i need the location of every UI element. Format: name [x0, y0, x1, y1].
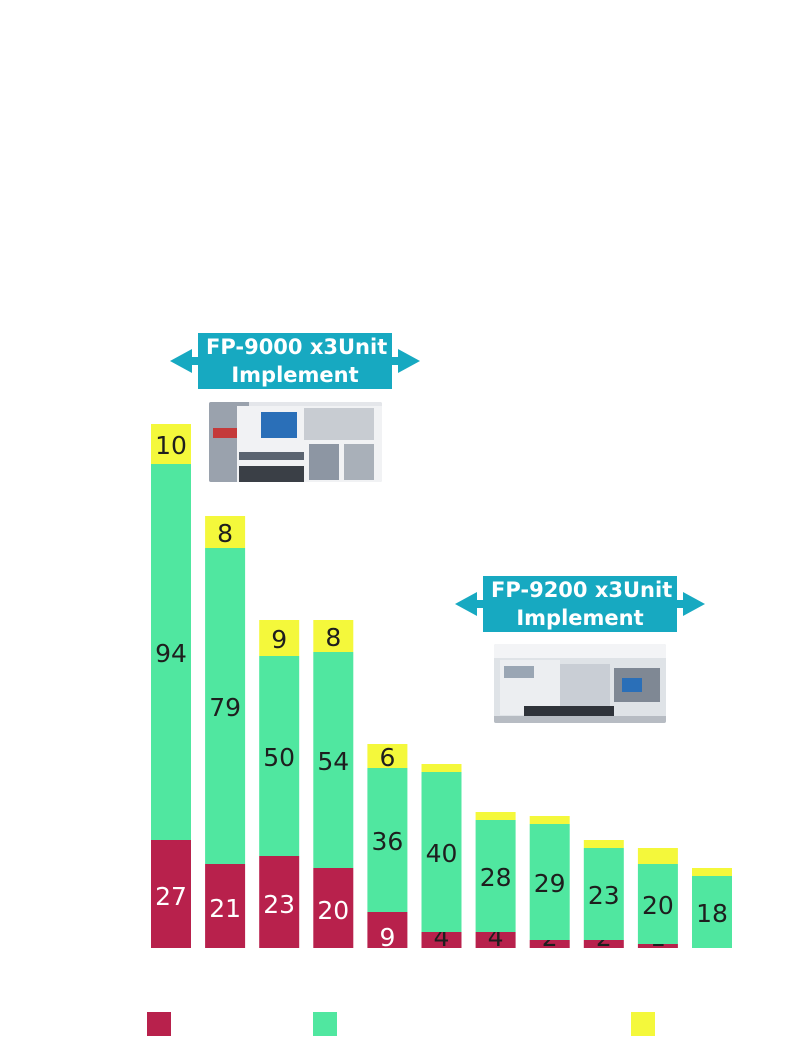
bar-9-segment-3	[583, 840, 624, 848]
bar-3-label-2: 50	[263, 743, 295, 772]
bar-3-label-1: 23	[263, 890, 295, 919]
bar-10-segment-1	[637, 944, 678, 948]
bar-10-segment-2	[637, 864, 678, 944]
bar-7-label-2: 28	[480, 863, 512, 892]
annotation-fp9000-line1: FP-9000 x3Unit	[206, 335, 388, 359]
bar-11-segment-2	[692, 876, 732, 948]
annotation-fp9200-line1: FP-9200 x3Unit	[491, 578, 673, 602]
bar-1-label-2: 94	[155, 639, 187, 668]
bar-9-label-2: 23	[588, 881, 620, 910]
bar-2-label-3: 8	[217, 519, 233, 548]
bar-5-segment-1	[367, 912, 408, 948]
bar-4-segment-1	[313, 868, 354, 948]
bar-4-label-1: 20	[317, 896, 349, 925]
bar-6-label-2: 40	[426, 839, 458, 868]
bar-3-segment-3	[259, 620, 300, 656]
bar-10-label-2: 20	[642, 891, 674, 920]
bar-6-segment-2	[421, 772, 462, 932]
bar-2-segment-3	[205, 516, 246, 548]
bar-7-segment-1	[475, 932, 516, 948]
bar-4-label-2: 54	[317, 747, 349, 776]
bar-6-segment-3	[421, 764, 462, 772]
bar-5-label-3: 6	[379, 743, 395, 772]
bar-6-segment-1	[421, 932, 462, 948]
bar-10-segment-3	[637, 848, 678, 864]
bar-7-segment-2	[475, 820, 516, 932]
bar-5-segment-2	[367, 768, 408, 912]
bar-3-label-3: 9	[271, 625, 287, 654]
bar-8-segment-1	[529, 940, 570, 948]
bar-4-segment-2	[313, 652, 354, 868]
bar-3-segment-2	[259, 656, 300, 856]
bar-8-label-2: 29	[534, 869, 566, 898]
bar-11-label-2: 18	[696, 899, 728, 928]
fp9000-photo	[209, 402, 382, 482]
annotation-fp9200-box: FP-9200 x3Unit Implement	[483, 576, 677, 632]
equipment-photo-icon	[494, 644, 666, 723]
left-arrow-icon	[170, 349, 192, 373]
bar-1-segment-1	[151, 840, 191, 948]
annotation-fp9200: FP-9200 x3Unit Implement	[455, 576, 705, 632]
annotation-fp9000: FP-9000 x3Unit Implement	[170, 333, 420, 389]
legend-swatch-series-3	[631, 1012, 655, 1036]
bar-2-label-2: 79	[209, 693, 241, 722]
legend-swatch-series-2	[313, 1012, 337, 1036]
annotation-fp9000-box: FP-9000 x3Unit Implement	[198, 333, 392, 389]
bar-11-segment-3	[692, 868, 732, 876]
bar-5-label-2: 36	[371, 827, 403, 856]
bar-8-segment-2	[529, 824, 570, 940]
bar-5-segment-3	[367, 744, 408, 768]
bar-9-segment-1	[583, 940, 624, 948]
bar-7-segment-3	[475, 812, 516, 820]
left-arrow-icon	[455, 592, 477, 616]
bar-2-segment-2	[205, 548, 246, 864]
bar-1-label-3: 10	[155, 431, 187, 460]
bar-1-label-1: 27	[155, 882, 187, 911]
bar-4-segment-3	[313, 620, 354, 652]
bar-2-label-1: 21	[209, 894, 241, 923]
bar-1-segment-3	[151, 424, 191, 464]
bar-1-segment-2	[151, 464, 191, 840]
equipment-photo-icon	[209, 402, 382, 482]
bar-9-segment-2	[583, 848, 624, 940]
legend-swatch-series-1	[147, 1012, 171, 1036]
bar-3-segment-1	[259, 856, 300, 948]
right-arrow-icon	[398, 349, 420, 373]
bar-4-label-3: 8	[325, 623, 341, 652]
right-arrow-icon	[683, 592, 705, 616]
bar-5-label-1: 9	[379, 923, 395, 952]
bar-8-segment-3	[529, 816, 570, 824]
annotation-fp9200-line2: Implement	[516, 606, 644, 630]
annotation-fp9000-line2: Implement	[231, 363, 359, 387]
bar-2-segment-1	[205, 864, 246, 948]
fp9200-photo	[494, 644, 666, 723]
